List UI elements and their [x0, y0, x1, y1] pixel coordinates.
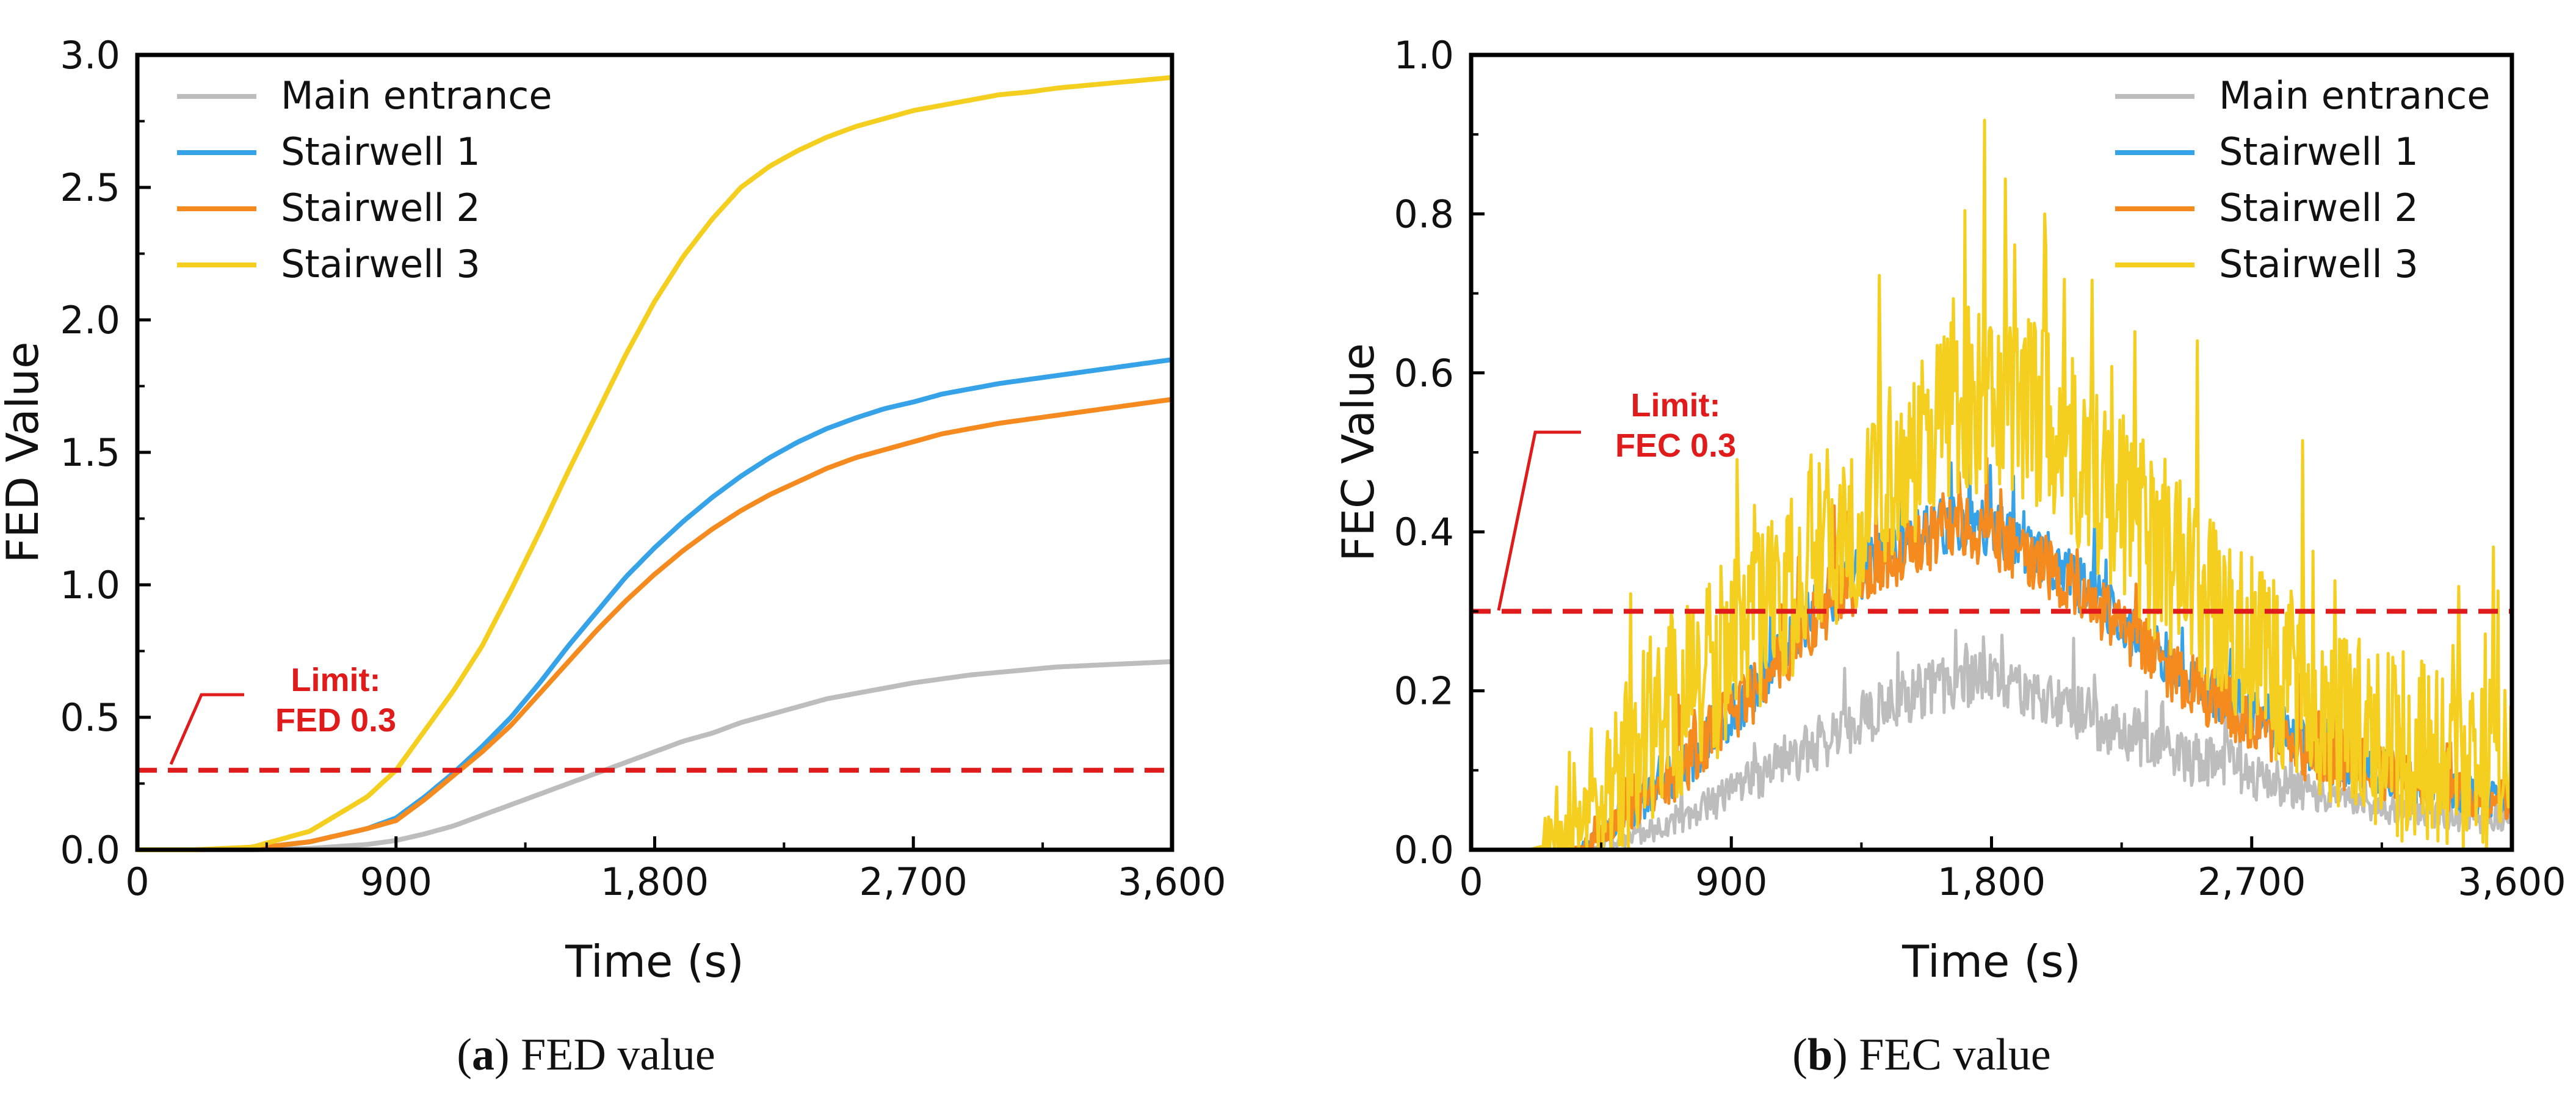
panel-a-fed-chart: Limit: FED 0.3 0 900 1,800 2,700 3,600 0.0 0.5…	[0, 33, 1226, 1080]
panel-a-caption: (a) FED value	[457, 1030, 715, 1080]
panel-b-limit-label-line2: FEC 0.3	[1615, 427, 1736, 464]
x-tick-label: 2,700	[2198, 860, 2306, 904]
panel-a-x-axis-title: Time (s)	[565, 936, 744, 987]
x-tick-label: 3,600	[2458, 860, 2566, 904]
legend-label: Stairwell 1	[2219, 129, 2419, 174]
y-tick-label: 0.4	[1394, 510, 1454, 554]
legend-label: Stairwell 1	[281, 129, 480, 174]
panel-a-limit-leader	[169, 693, 244, 766]
x-tick-label: 1,800	[601, 860, 709, 904]
panel-a-y-axis-title: FED Value	[0, 342, 48, 563]
x-tick-label: 2,700	[859, 860, 968, 904]
x-tick-label: 900	[1695, 860, 1767, 904]
panel-b-series-group	[1471, 118, 2514, 852]
panel-a-limit-label-line2: FED 0.3	[275, 702, 396, 739]
y-tick-label: 3.0	[60, 33, 120, 78]
y-tick-label: 0.0	[1394, 828, 1454, 872]
panel-b-fec-chart: Limit: FEC 0.3 0 900 1,800 2,700 3,600 0.0 0.2…	[1333, 33, 2566, 1080]
panel-a-ticks: 0 900 1,800 2,700 3,600 0.0 0.5 1.0 1.5 2.0 2.5 3.0	[60, 33, 1226, 904]
x-tick-label: 0	[125, 860, 149, 904]
panel-b-caption-letter: b	[1807, 1030, 1833, 1080]
panel-b-limit-leader	[1497, 430, 1581, 611]
x-tick-label: 900	[360, 860, 432, 904]
panel-b-ticks: 0 900 1,800 2,700 3,600 0.0 0.2 0.4 0.6 0.8 1.0	[1394, 33, 2566, 904]
panel-a-legend: Main entrance Stairwell 1 Stairwell 2 Stair…	[177, 73, 552, 286]
legend-label: Main entrance	[2219, 73, 2490, 118]
y-tick-label: 0.0	[60, 828, 120, 872]
panel-b-legend: Main entrance Stairwell 1 Stairwell 2 Stair…	[2115, 73, 2490, 286]
y-tick-label: 2.0	[60, 298, 120, 342]
y-tick-label: 1.5	[60, 430, 120, 475]
series-line-stairwell-1	[137, 357, 1173, 852]
series-line-stairwell-3	[137, 74, 1173, 852]
y-tick-label: 1.0	[60, 563, 120, 607]
x-tick-label: 1,800	[1937, 860, 2046, 904]
y-tick-label: 0.2	[1394, 669, 1454, 714]
panel-a-caption-letter: a	[472, 1030, 494, 1080]
panel-b-x-axis-title: Time (s)	[1901, 936, 2081, 987]
series-line-stairwell-2	[137, 397, 1173, 852]
legend-label: Stairwell 3	[2219, 242, 2419, 286]
legend-label: Main entrance	[281, 73, 552, 118]
legend-label: Stairwell 3	[281, 242, 480, 286]
x-tick-label: 3,600	[1118, 860, 1226, 904]
y-tick-label: 2.5	[60, 165, 120, 210]
series-line-stairwell-3	[1471, 118, 2514, 852]
panel-b-y-axis-title: FEC Value	[1333, 343, 1384, 562]
panel-a-series-group	[137, 74, 1173, 852]
panel-a-limit-label-line1: Limit:	[291, 662, 381, 698]
y-tick-label: 1.0	[1394, 33, 1454, 78]
panel-b-caption: (b) FEC value	[1792, 1030, 2050, 1080]
legend-label: Stairwell 2	[281, 186, 480, 230]
legend-label: Stairwell 2	[2219, 186, 2419, 230]
panel-b-limit-label-line1: Limit:	[1631, 387, 1721, 424]
y-tick-label: 0.8	[1394, 192, 1454, 236]
y-tick-label: 0.6	[1394, 351, 1454, 396]
x-tick-label: 0	[1459, 860, 1483, 904]
panel-b-caption-text: FEC value	[1859, 1030, 2050, 1080]
y-tick-label: 0.5	[60, 695, 120, 740]
panel-a-caption-text: FED value	[521, 1030, 715, 1080]
